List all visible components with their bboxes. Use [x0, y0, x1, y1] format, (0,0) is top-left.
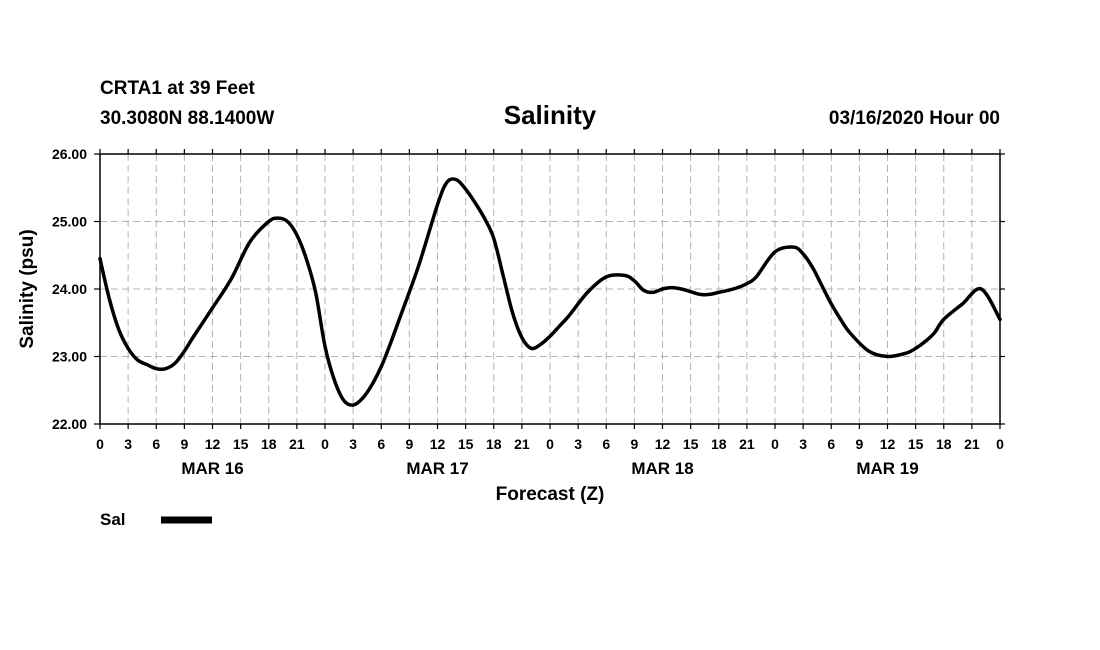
chart-title: Salinity	[504, 100, 597, 130]
x-tick-label: 0	[546, 436, 554, 452]
x-tick-labels: 0 3 6 9 12 15 18 21 0 3 6 9 12 15 18 21 0 3 6 9 12 15 18 21 0 3 6 9…	[96, 436, 1004, 452]
x-tick-label: 6	[377, 436, 385, 452]
date-label: MAR 19	[856, 459, 918, 478]
gridlines	[100, 154, 1000, 424]
forecast-datetime: 03/16/2020 Hour 00	[829, 108, 1000, 129]
x-tick-label: 9	[180, 436, 188, 452]
x-tick-label: 18	[486, 436, 502, 452]
x-tick-label: 15	[458, 436, 474, 452]
x-tick-label: 15	[233, 436, 249, 452]
x-tick-label: 18	[936, 436, 952, 452]
x-tick-label: 21	[739, 436, 755, 452]
coordinates-label: 30.3080N 88.1400W	[100, 108, 274, 129]
x-tick-label: 21	[514, 436, 530, 452]
y-tick-label: 23.00	[52, 349, 87, 365]
station-label: CRTA1 at 39 Feet	[100, 78, 256, 99]
x-tick-label: 6	[152, 436, 160, 452]
x-tick-label: 18	[261, 436, 277, 452]
x-tick-label: 3	[124, 436, 132, 452]
x-tick-label: 0	[96, 436, 104, 452]
date-labels: MAR 16 MAR 17 MAR 18 MAR 19	[181, 459, 918, 478]
x-tick-label: 0	[321, 436, 329, 452]
x-axis-title: Forecast (Z)	[496, 484, 605, 505]
y-tick-labels: 22.00 23.00 24.00 25.00 26.00	[52, 146, 87, 432]
x-tick-label: 9	[405, 436, 413, 452]
y-axis-title: Salinity (psu)	[17, 229, 38, 348]
date-label: MAR 17	[406, 459, 468, 478]
axis-ticks	[94, 149, 1005, 429]
x-tick-label: 6	[827, 436, 835, 452]
x-tick-label: 21	[964, 436, 980, 452]
y-tick-label: 22.00	[52, 416, 87, 432]
x-tick-label: 6	[602, 436, 610, 452]
x-tick-label: 9	[630, 436, 638, 452]
salinity-series-line	[98, 177, 1002, 407]
x-tick-label: 12	[655, 436, 671, 452]
x-tick-label: 3	[799, 436, 807, 452]
x-tick-label: 3	[574, 436, 582, 452]
date-label: MAR 18	[631, 459, 693, 478]
x-tick-label: 15	[908, 436, 924, 452]
x-tick-label: 12	[205, 436, 221, 452]
x-tick-label: 15	[683, 436, 699, 452]
x-tick-label: 0	[996, 436, 1004, 452]
y-tick-label: 25.00	[52, 214, 87, 230]
legend-label: Sal	[100, 510, 126, 529]
y-tick-label: 26.00	[52, 146, 87, 162]
x-tick-label: 3	[349, 436, 357, 452]
y-tick-label: 24.00	[52, 281, 87, 297]
x-tick-label: 12	[430, 436, 446, 452]
plot-frame	[99, 153, 1001, 425]
x-tick-label: 21	[289, 436, 305, 452]
x-tick-label: 9	[855, 436, 863, 452]
x-tick-label: 18	[711, 436, 727, 452]
date-label: MAR 16	[181, 459, 243, 478]
x-tick-label: 12	[880, 436, 896, 452]
x-tick-label: 0	[771, 436, 779, 452]
